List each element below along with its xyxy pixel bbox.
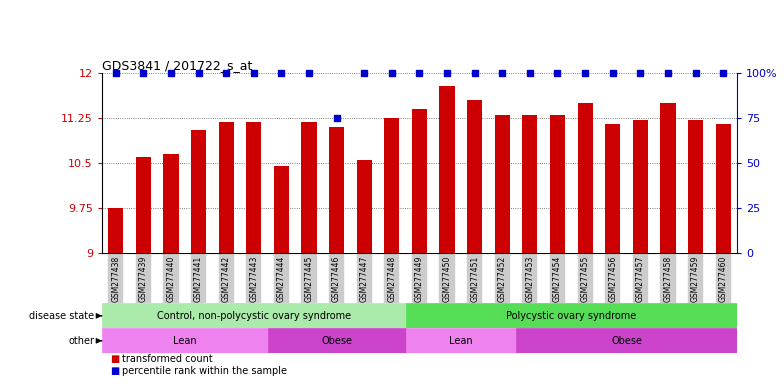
Bar [688, 253, 703, 303]
Bar [329, 253, 344, 303]
Bar [384, 253, 399, 303]
Bar [522, 115, 538, 253]
Bar [191, 253, 206, 303]
Text: other: other [68, 336, 94, 346]
Text: GSM277444: GSM277444 [277, 256, 286, 302]
Text: GSM277443: GSM277443 [249, 256, 258, 302]
Text: Lean: Lean [173, 336, 197, 346]
Text: disease state: disease state [29, 311, 94, 321]
Text: GSM277440: GSM277440 [166, 256, 176, 302]
Bar [633, 120, 648, 253]
Text: GSM277456: GSM277456 [608, 256, 617, 302]
Bar [191, 130, 206, 253]
Bar [384, 118, 399, 253]
Bar [516, 328, 737, 353]
Bar [440, 253, 455, 303]
Text: GSM277442: GSM277442 [222, 256, 230, 302]
Text: Control, non-polycystic ovary syndrome: Control, non-polycystic ovary syndrome [157, 311, 350, 321]
Text: GDS3841 / 201722_s_at: GDS3841 / 201722_s_at [102, 59, 252, 72]
Bar [163, 154, 179, 253]
Text: GSM277453: GSM277453 [525, 256, 535, 302]
Bar [219, 253, 234, 303]
Bar [219, 122, 234, 253]
Text: GSM277450: GSM277450 [442, 256, 452, 302]
Bar [405, 328, 516, 353]
Bar [578, 103, 593, 253]
Text: GSM277441: GSM277441 [194, 256, 203, 302]
Text: GSM277448: GSM277448 [387, 256, 397, 302]
Text: GSM277455: GSM277455 [581, 256, 590, 302]
Text: GSM277458: GSM277458 [663, 256, 673, 302]
Text: transformed count: transformed count [122, 354, 212, 364]
Bar [246, 253, 261, 303]
Text: GSM277445: GSM277445 [304, 256, 314, 302]
Text: GSM277451: GSM277451 [470, 256, 479, 302]
Text: Lean: Lean [449, 336, 473, 346]
Bar [495, 253, 510, 303]
Bar [412, 253, 427, 303]
Bar [716, 253, 731, 303]
Bar [357, 253, 372, 303]
Bar [329, 127, 344, 253]
Bar [102, 303, 405, 328]
Text: GSM277457: GSM277457 [636, 256, 644, 302]
Bar [605, 253, 620, 303]
Bar [716, 124, 731, 253]
Bar [274, 166, 289, 253]
Bar [136, 253, 151, 303]
Text: GSM277446: GSM277446 [332, 256, 341, 302]
Bar [267, 328, 405, 353]
Text: GSM277439: GSM277439 [139, 256, 148, 302]
Bar [136, 157, 151, 253]
Text: ■: ■ [110, 354, 119, 364]
Bar [660, 253, 676, 303]
Bar [440, 86, 455, 253]
Text: GSM277447: GSM277447 [360, 256, 368, 302]
Text: GSM277459: GSM277459 [691, 256, 700, 302]
Bar [405, 303, 737, 328]
Text: GSM277452: GSM277452 [498, 256, 506, 302]
Bar [467, 253, 482, 303]
Bar [246, 122, 261, 253]
Bar [550, 115, 565, 253]
Bar [301, 253, 317, 303]
Bar [660, 103, 676, 253]
Bar [108, 253, 123, 303]
Bar [578, 253, 593, 303]
Bar [108, 208, 123, 253]
Text: GSM277460: GSM277460 [719, 256, 728, 302]
Bar [274, 253, 289, 303]
Text: Obese: Obese [321, 336, 352, 346]
Bar [163, 253, 179, 303]
Bar [102, 328, 267, 353]
Text: ■: ■ [110, 366, 119, 376]
Text: GSM277454: GSM277454 [553, 256, 562, 302]
Bar [550, 253, 565, 303]
Bar [633, 253, 648, 303]
Bar [301, 122, 317, 253]
Text: percentile rank within the sample: percentile rank within the sample [122, 366, 286, 376]
Bar [357, 160, 372, 253]
Text: Obese: Obese [611, 336, 642, 346]
Bar [467, 100, 482, 253]
Bar [412, 109, 427, 253]
Text: Polycystic ovary syndrome: Polycystic ovary syndrome [506, 311, 637, 321]
Bar [688, 120, 703, 253]
Text: GSM277449: GSM277449 [415, 256, 424, 302]
Bar [495, 115, 510, 253]
Bar [522, 253, 538, 303]
Bar [605, 124, 620, 253]
Text: GSM277438: GSM277438 [111, 256, 120, 302]
